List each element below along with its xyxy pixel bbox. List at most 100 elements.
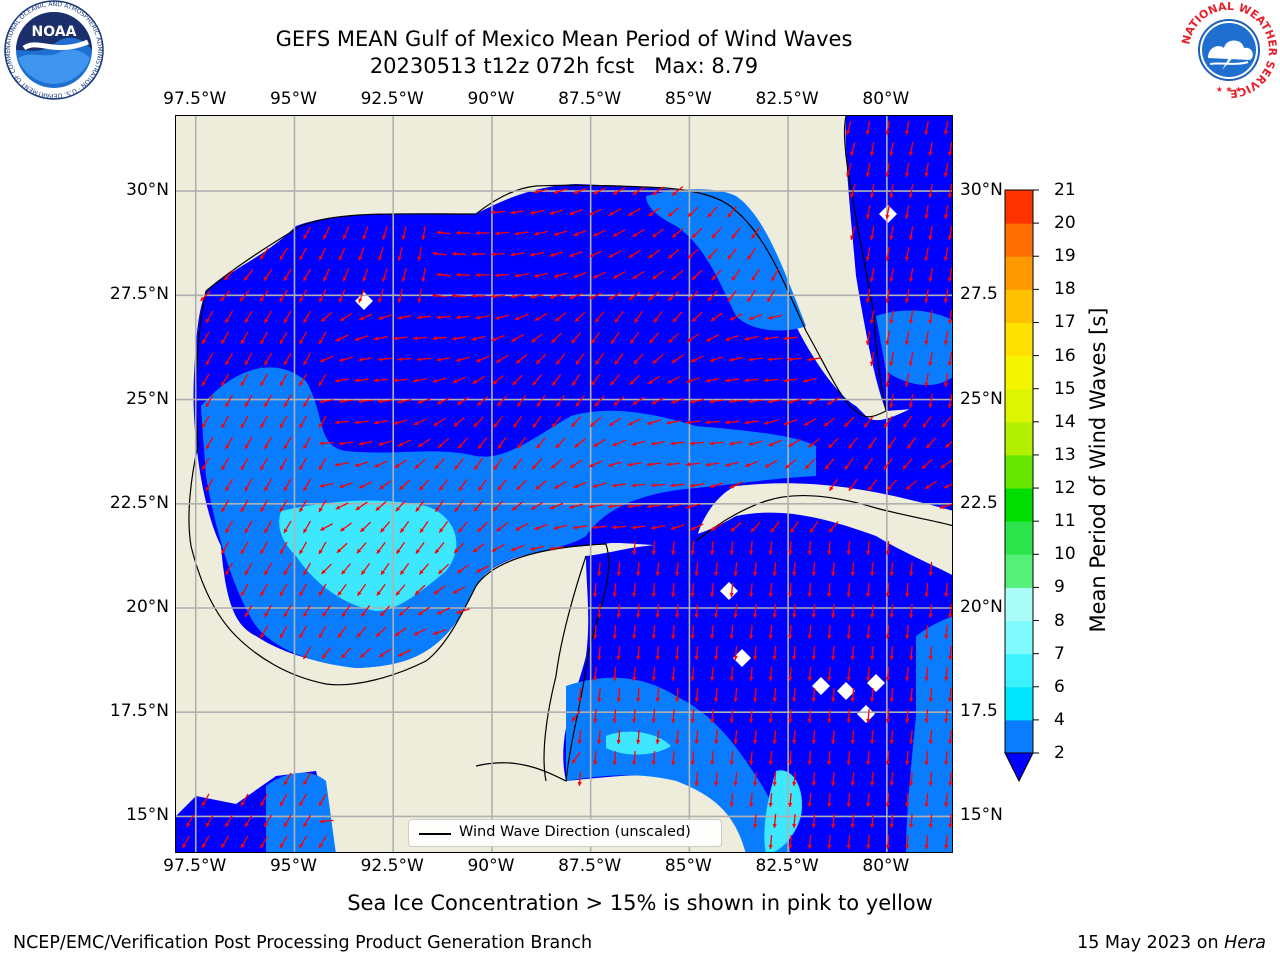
wave-direction-arrow (803, 377, 817, 383)
wave-direction-arrow (828, 437, 839, 449)
lat-tick-label-left: 20°N (126, 597, 169, 617)
wave-direction-arrow (401, 226, 407, 240)
wave-direction-arrow (553, 524, 568, 530)
wave-direction-arrow (453, 417, 465, 427)
wave-direction-arrow (613, 395, 625, 407)
wave-direction-arrow (393, 336, 408, 341)
wave-direction-arrow (788, 624, 793, 640)
wave-direction-arrow (377, 357, 393, 362)
wave-direction-arrow (685, 462, 701, 467)
wave-direction-arrow (636, 603, 641, 619)
legend-line-sample (419, 833, 451, 835)
wave-direction-arrow (354, 461, 369, 467)
wave-direction-arrow (532, 415, 542, 429)
wave-direction-arrow (924, 204, 929, 220)
wave-direction-arrow (338, 247, 346, 261)
wave-direction-arrow (334, 420, 350, 425)
wave-direction-arrow (889, 771, 894, 787)
wave-direction-arrow (870, 813, 875, 829)
wave-direction-arrow (318, 793, 327, 807)
wave-direction-arrow (244, 604, 253, 618)
wave-direction-arrow (224, 814, 234, 828)
wave-direction-arrow (772, 645, 777, 661)
wave-direction-arrow (259, 583, 269, 597)
wave-direction-arrow (259, 289, 269, 303)
wave-direction-arrow (201, 331, 210, 345)
wave-direction-arrow (283, 814, 292, 828)
wave-direction-arrow (436, 272, 451, 277)
wave-direction-arrow (883, 458, 893, 470)
wave-direction-arrow (477, 521, 488, 533)
colorbar-segment (1005, 686, 1033, 721)
wave-direction-arrow (510, 294, 525, 299)
wave-direction-arrow (705, 462, 720, 467)
wave-direction-arrow (303, 268, 311, 282)
wave-direction-arrow (342, 268, 350, 282)
wave-direction-arrow (395, 541, 406, 555)
wave-direction-arrow (750, 521, 761, 533)
wave-direction-arrow (335, 462, 349, 467)
colorbar-segment (1005, 190, 1033, 224)
footer-credit: NCEP/EMC/Verification Post Processing Pr… (13, 933, 593, 953)
wave-period-zone-6s-coast (764, 770, 802, 852)
wave-direction-arrow (651, 270, 665, 280)
wave-direction-arrow (412, 336, 428, 341)
wave-direction-arrow (908, 267, 914, 283)
wave-direction-arrow (850, 184, 856, 198)
wave-direction-arrow (633, 353, 644, 365)
wave-direction-arrow (636, 729, 641, 745)
wave-direction-arrow (908, 309, 914, 325)
wave-direction-arrow (417, 606, 431, 616)
wave-direction-arrow (612, 439, 626, 447)
wave-direction-arrow (947, 393, 952, 409)
wave-direction-arrow (889, 309, 894, 325)
wave-direction-arrow (514, 231, 529, 236)
wave-direction-arrow (866, 666, 871, 682)
wave-direction-arrow (632, 666, 637, 682)
wave-direction-arrow (924, 120, 929, 136)
wave-direction-arrow (753, 561, 758, 577)
wave-direction-arrow (434, 499, 445, 513)
wave-direction-arrow (359, 647, 372, 659)
wave-direction-arrow (588, 460, 603, 468)
wave-direction-arrow (588, 292, 603, 300)
wave-direction-arrow (733, 645, 738, 661)
wave-direction-arrow (496, 395, 508, 407)
wave-direction-arrow (924, 708, 929, 724)
wave-direction-arrow (378, 289, 384, 303)
wave-direction-arrow (302, 352, 312, 366)
wave-direction-arrow (263, 814, 273, 828)
wave-direction-arrow (471, 251, 486, 257)
wave-direction-arrow (928, 393, 933, 409)
wave-direction-arrow (783, 378, 798, 383)
wave-direction-arrow (279, 457, 288, 471)
wave-direction-arrow (730, 521, 742, 533)
wave-direction-arrow (714, 687, 719, 703)
wave-direction-arrow (413, 628, 427, 636)
svg-text:★ ★ ★: ★ ★ ★ (1216, 85, 1243, 94)
wave-direction-arrow (808, 438, 820, 448)
wave-direction-arrow (535, 353, 547, 365)
wave-direction-arrow (549, 209, 564, 215)
wave-direction-arrow (650, 483, 666, 488)
wave-direction-arrow (729, 666, 734, 682)
colorbar-segment (1005, 388, 1033, 423)
wave-direction-arrow (667, 332, 680, 344)
wave-direction-arrow (224, 310, 234, 324)
wave-direction-arrow (497, 479, 507, 491)
wave-direction-arrow (419, 520, 429, 534)
wave-direction-arrow (690, 708, 695, 724)
wave-direction-arrow (399, 562, 410, 576)
wave-direction-arrow (259, 499, 269, 513)
wave-direction-arrow (811, 729, 816, 745)
chart-title: GEFS MEAN Gulf of Mexico Mean Period of … (275, 27, 853, 51)
wave-direction-arrow (263, 310, 273, 324)
wave-direction-arrow (943, 330, 949, 346)
wave-direction-arrow (870, 561, 875, 577)
wave-direction-arrow (358, 313, 373, 321)
wave-direction-arrow (831, 687, 836, 703)
wave-direction-arrow (710, 582, 715, 598)
colorbar-segment (1005, 322, 1033, 357)
wave-direction-arrow (629, 331, 640, 345)
wave-direction-arrow (651, 524, 665, 530)
